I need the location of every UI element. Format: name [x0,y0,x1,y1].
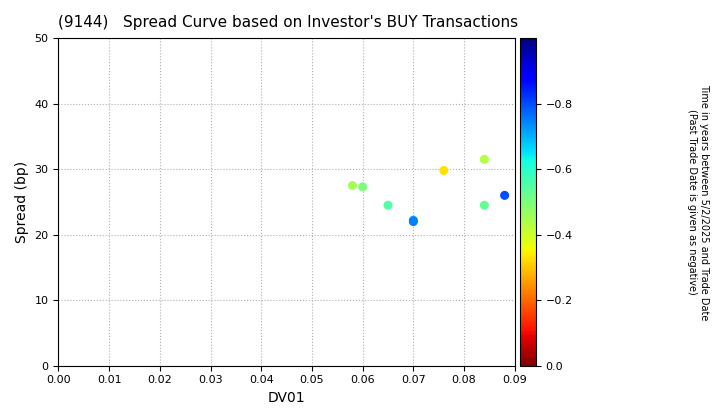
Point [382,202,394,209]
Text: (9144)   Spread Curve based on Investor's BUY Transactions: (9144) Spread Curve based on Investor's … [58,15,518,30]
Y-axis label: Time in years between 5/2/2025 and Trade Date
(Past Trade Date is given as negat: Time in years between 5/2/2025 and Trade… [687,84,708,320]
Point [408,217,419,223]
Point [438,167,449,174]
X-axis label: DV01: DV01 [268,391,305,405]
Point [408,218,419,225]
Y-axis label: Spread (bp): Spread (bp) [15,161,29,243]
Point [347,182,359,189]
Point [357,184,369,190]
Point [479,202,490,209]
Point [479,156,490,163]
Point [499,192,510,199]
